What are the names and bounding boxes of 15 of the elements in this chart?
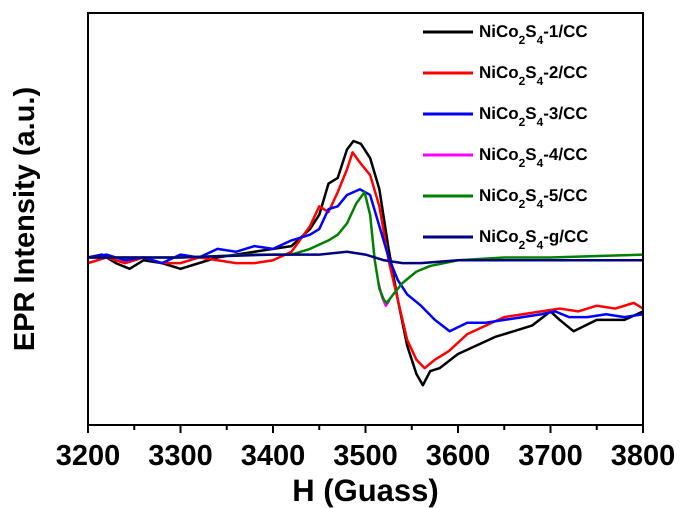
x-axis-title: H (Guass) [292, 473, 439, 508]
legend-label: NiCo$_{2}$S$_{4}$-3/CC [479, 104, 588, 129]
x-tick-label: 3600 [426, 440, 490, 472]
legend-label: NiCo$_{2}$S$_{4}$-4/CC [479, 145, 588, 170]
legend-label: NiCo$_{2}$S$_{4}$-g/CC [479, 227, 589, 252]
legend-label: NiCo$_{2}$S$_{4}$-1/CC [479, 22, 588, 47]
x-tick-label: 3700 [518, 440, 583, 472]
x-tick-label: 3500 [333, 440, 398, 472]
x-tick-label: 3400 [240, 440, 306, 472]
y-axis-title: EPR Intensity (a.u.) [9, 86, 41, 352]
x-tick-label: 3800 [610, 440, 676, 472]
legend-label: NiCo$_{2}$S$_{4}$-5/CC [479, 186, 588, 211]
x-tick-label: 3200 [56, 440, 120, 472]
legend-label: NiCo$_{2}$S$_{4}$-2/CC [479, 63, 588, 88]
x-tick-label: 3300 [148, 440, 213, 472]
